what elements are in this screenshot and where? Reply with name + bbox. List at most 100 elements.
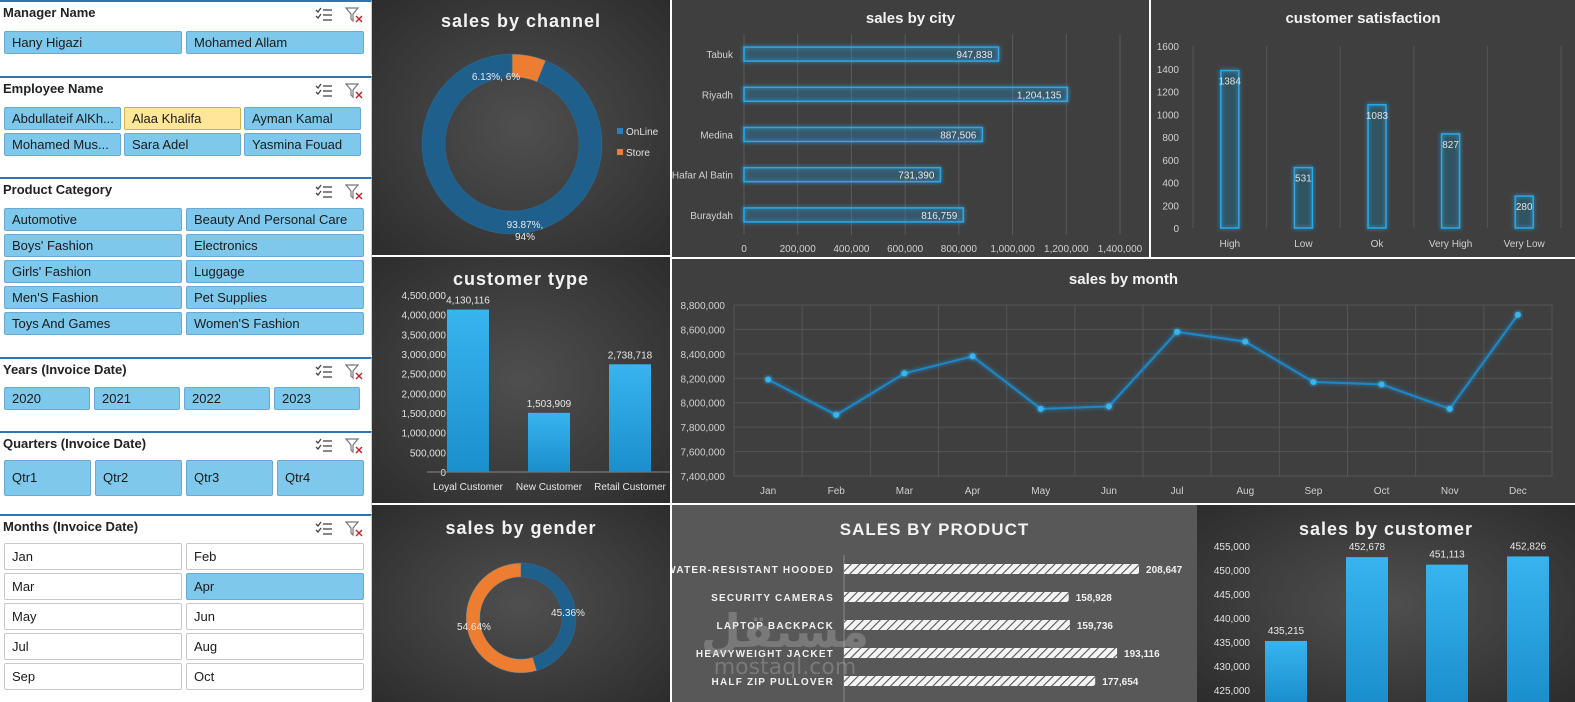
bar — [743, 207, 965, 223]
data-label: 6.13%, 6% — [472, 72, 520, 83]
slicer-item-yasmina-fouad[interactable]: Yasmina Fouad — [244, 133, 361, 156]
x-tick-label: 1,000,000 — [990, 244, 1035, 255]
slicer-item-hany-higazi[interactable]: Hany Higazi — [4, 31, 182, 54]
slicer-item-girls-fashion[interactable]: Girls' Fashion — [4, 260, 182, 283]
data-label: 731,390 — [898, 171, 935, 182]
bar — [844, 620, 1070, 630]
data-point — [1242, 338, 1249, 345]
slicer-item-qtr3[interactable]: Qtr3 — [186, 460, 273, 496]
slicer-item-2022[interactable]: 2022 — [184, 387, 270, 410]
multi-select-icon[interactable] — [315, 7, 333, 23]
legend-swatch — [617, 128, 623, 134]
data-label: 193,116 — [1124, 649, 1160, 660]
slicer-item-may[interactable]: May — [4, 603, 182, 630]
slicer-item-electronics[interactable]: Electronics — [186, 234, 364, 257]
slicer-item-toys-and-games[interactable]: Toys And Games — [4, 312, 182, 335]
donut-slice-online — [421, 53, 603, 235]
multi-select-icon[interactable] — [315, 184, 333, 200]
sales-by-product-chart: SALES BY PRODUCT WATER-RESISTANT HOODED 2… — [672, 505, 1197, 702]
slicer-item-apr[interactable]: Apr — [186, 573, 364, 600]
data-label: 435,215 — [1268, 626, 1305, 637]
x-tick-label: 0 — [741, 244, 747, 255]
slicer-item-mohamed-mus[interactable]: Mohamed Mus... — [4, 133, 121, 156]
y-tick-label: 1200 — [1157, 88, 1180, 99]
legend-swatch — [617, 149, 623, 155]
clear-filter-icon[interactable] — [345, 364, 363, 380]
data-point — [1310, 378, 1317, 385]
slicer-item-abdullateif-alkh[interactable]: Abdullateif AlKh... — [4, 107, 121, 130]
bar — [1507, 556, 1549, 702]
slicer-item-jan[interactable]: Jan — [4, 543, 182, 570]
x-tick-label: Feb — [828, 486, 846, 497]
slicer-item-2020[interactable]: 2020 — [4, 387, 90, 410]
x-tick-label: Retail Customer — [594, 482, 666, 493]
data-point — [833, 411, 840, 418]
slicer-item-women-s-fashion[interactable]: Women'S Fashion — [186, 312, 364, 335]
clear-filter-icon[interactable] — [345, 83, 363, 99]
multi-select-icon[interactable] — [315, 83, 333, 99]
slicer-item-men-s-fashion[interactable]: Men'S Fashion — [4, 286, 182, 309]
multi-select-icon[interactable] — [315, 438, 333, 454]
data-point — [969, 353, 976, 360]
legend-entry: Store — [626, 148, 650, 159]
data-point — [765, 376, 772, 383]
bar — [1293, 166, 1314, 229]
y-tick-label: WATER-RESISTANT HOODED — [672, 565, 834, 576]
slicer-item-aug[interactable]: Aug — [186, 633, 364, 660]
data-label: 54.64% — [457, 622, 491, 633]
slicer-item-feb[interactable]: Feb — [186, 543, 364, 570]
slicer-item-beauty-and-personal-care[interactable]: Beauty And Personal Care — [186, 208, 364, 231]
chart-title: customer type — [452, 269, 590, 289]
slicer-item-oct[interactable]: Oct — [186, 663, 364, 690]
y-tick-label: 200 — [1162, 201, 1179, 212]
bar — [743, 166, 942, 183]
data-label: 4,130,116 — [446, 296, 490, 307]
watermark-arabic: مستقل — [700, 604, 870, 658]
x-tick-label: Oct — [1374, 486, 1390, 497]
clear-filter-icon[interactable] — [345, 7, 363, 23]
y-tick-label: 8,800,000 — [681, 301, 726, 312]
slicer-item-ayman-kamal[interactable]: Ayman Kamal — [244, 107, 361, 130]
slicer-item-luggage[interactable]: Luggage — [186, 260, 364, 283]
x-tick-label: Dec — [1509, 486, 1527, 497]
slicer-item-mohamed-allam[interactable]: Mohamed Allam — [186, 31, 364, 54]
multi-select-icon[interactable] — [315, 364, 333, 380]
slicer-item-qtr1[interactable]: Qtr1 — [4, 460, 91, 496]
slicer-item-sep[interactable]: Sep — [4, 663, 182, 690]
sales-by-channel-chart: sales by channel 6.13%, 6% 93.87%, 94% OnLi… — [372, 0, 670, 255]
clear-filter-icon[interactable] — [345, 521, 363, 537]
y-tick-label: 4,500,000 — [402, 291, 447, 302]
slicer-item-boys-fashion[interactable]: Boys' Fashion — [4, 234, 182, 257]
y-tick-label: 450,000 — [1214, 566, 1251, 577]
slicer-item-sara-adel[interactable]: Sara Adel — [124, 133, 241, 156]
slicer-item-jun[interactable]: Jun — [186, 603, 364, 630]
bar — [1220, 69, 1240, 229]
slicer-item-qtr2[interactable]: Qtr2 — [95, 460, 182, 496]
y-tick-label: 3,500,000 — [402, 330, 447, 341]
legend-entry: OnLine — [626, 127, 659, 138]
slicer-item-mar[interactable]: Mar — [4, 573, 182, 600]
customer-type-chart: customer type 0 500,000 1,000,000 1,500,000… — [372, 257, 670, 503]
bar — [1426, 564, 1468, 702]
slicer-item-pet-supplies[interactable]: Pet Supplies — [186, 286, 364, 309]
y-tick-label: LAPTOP BACKPACK — [717, 621, 834, 632]
slicer-item-automotive[interactable]: Automotive — [4, 208, 182, 231]
data-label: 531 — [1295, 174, 1312, 185]
multi-select-icon[interactable] — [315, 521, 333, 537]
slicer-item-jul[interactable]: Jul — [4, 633, 182, 660]
y-tick-label: 0 — [440, 468, 446, 479]
y-tick-label: 2,000,000 — [402, 389, 447, 400]
slicer-employee: Employee Name Abdullateif AlKh... Alaa Kha… — [0, 76, 372, 176]
y-tick-label: Riyadh — [702, 90, 733, 101]
slicer-item-2023[interactable]: 2023 — [274, 387, 360, 410]
slicer-item-alaa-khalifa[interactable]: Alaa Khalifa — [124, 107, 241, 130]
slicer-item-2021[interactable]: 2021 — [94, 387, 180, 410]
y-tick-label: 4,000,000 — [402, 311, 447, 322]
slicer-quarters: Quarters (Invoice Date) Qtr1 Qtr2 Qtr3 Qtr4 — [0, 431, 372, 513]
data-label: 2,738,718 — [608, 350, 653, 361]
clear-filter-icon[interactable] — [345, 438, 363, 454]
data-label: 452,826 — [1510, 541, 1547, 552]
clear-filter-icon[interactable] — [345, 184, 363, 200]
chart-title: SALES BY PRODUCT — [839, 520, 1030, 539]
slicer-item-qtr4[interactable]: Qtr4 — [277, 460, 364, 496]
